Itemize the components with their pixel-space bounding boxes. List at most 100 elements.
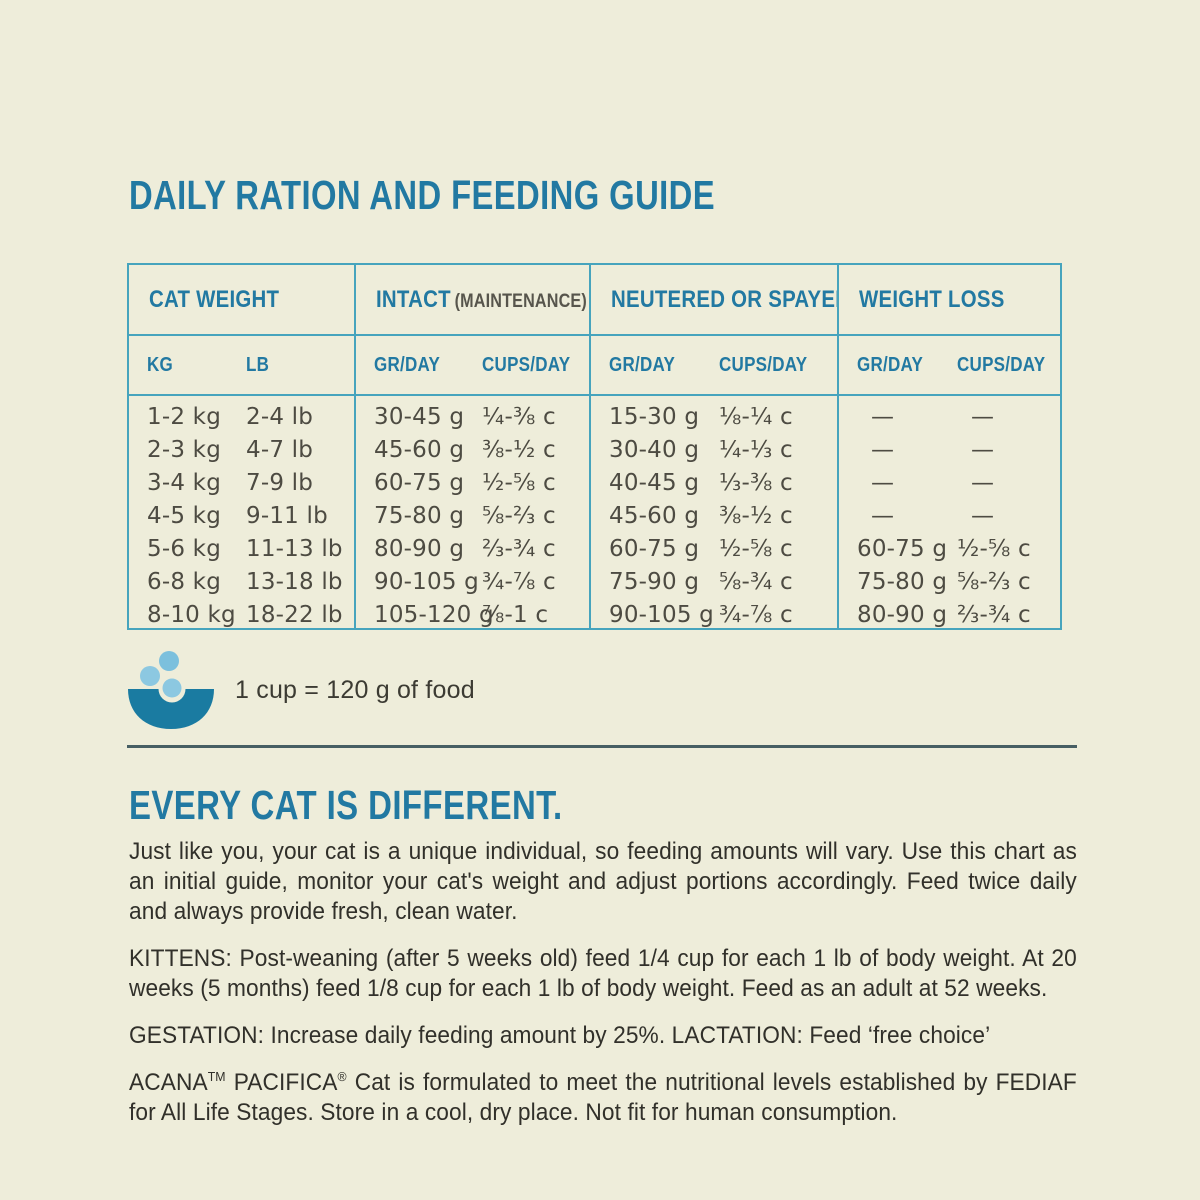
table-cell: ⅔-¾ c [482,536,556,562]
table-row: 3-4 kg 7-9 lb [129,467,354,500]
column-header-gr-day: GR/DAY [374,353,441,376]
feeding-table: CAT WEIGHT INTACT (MAINTENANCE) NEUTERED… [127,263,1062,630]
table-cell: ⅛-¼ c [719,404,793,430]
paragraph-kittens: KITTENS: Post-weaning (after 5 weeks old… [129,945,1077,1002]
table-cell: 15-30 g [609,404,700,430]
table-cell: 90-105 g [609,602,714,628]
table-cell: 40-45 g [609,470,700,496]
table-cell: ⅝-⅔ c [482,503,556,529]
table-cell: ¼-⅓ c [719,437,793,463]
table-cell: ⅓-⅜ c [719,470,793,496]
table-cell: 75-80 g [857,569,948,595]
table-cell: ⅔-¾ c [957,602,1031,628]
column-header-cups-day: CUPS/DAY [957,353,1046,376]
paragraph-gestation-lactation: GESTATION: Increase daily feeding amount… [129,1022,991,1049]
brand-acana: ACANA [129,1069,208,1096]
table-cell: 4-7 lb [246,437,314,463]
formulation-text: Cat is formulated to meet the nutritiona… [129,1069,1077,1126]
table-row: 45-60 g ⅜-½ c [356,434,589,467]
table-cell: — [871,470,895,496]
table-cell: — [871,404,895,430]
table-cell: 45-60 g [374,437,465,463]
column-header-cups-day: CUPS/DAY [482,353,571,376]
table-cell: 2-4 lb [246,404,314,430]
section-heading-text: EVERY CAT IS DIFFERENT. [129,782,563,828]
table-row: 45-60 g ⅜-½ c [591,500,837,533]
table-cell: ⅝-⅔ c [957,569,1031,595]
copy-block: EVERY CAT IS DIFFERENT. Just like you, y… [129,783,1077,1145]
table-cell: 9-11 lb [246,503,328,529]
table-cell: 30-45 g [374,404,465,430]
table-group-header-cat-weight: CAT WEIGHT [129,265,354,336]
table-cell: 2-3 kg [147,437,221,463]
page-title-text: DAILY RATION AND FEEDING GUIDE [129,172,716,218]
table-cell: 13-18 lb [246,569,343,595]
column-header-cups-day: CUPS/DAY [719,353,808,376]
table-row: 6-8 kg 13-18 lb [129,566,354,599]
group-label-weight-loss: WEIGHT LOSS [859,285,1005,313]
section-heading: EVERY CAT IS DIFFERENT. [129,783,1077,827]
table-cell: ½-⅝ c [482,470,556,496]
table-subheader-cat-weight: KG LB [129,336,354,396]
registered-symbol: ® [337,1069,347,1084]
table-cell: 90-105 g [374,569,479,595]
table-row: 1-2 kg 2-4 lb [129,401,354,434]
table-cell: 8-10 kg [147,602,236,628]
table-cell: 5-6 kg [147,536,221,562]
column-header-gr-day: GR/DAY [857,353,924,376]
group-sublabel-maintenance: (MAINTENANCE) [454,290,587,312]
table-cell: ¾-⅞ c [482,569,556,595]
table-cell: — [971,437,995,463]
table-cell: 75-90 g [609,569,700,595]
column-header-gr-day: GR/DAY [609,353,676,376]
trademark-symbol: TM [207,1069,226,1084]
table-row: — — [839,500,1060,533]
table-cell: 60-75 g [374,470,465,496]
section-divider [127,745,1077,748]
table-cell: 45-60 g [609,503,700,529]
table-row: 15-30 g ⅛-¼ c [591,401,837,434]
table-cell: 7-9 lb [246,470,314,496]
table-cell: ⅜-½ c [719,503,793,529]
paragraph-intro: Just like you, your cat is a unique indi… [129,838,1077,925]
table-cell: ¼-⅜ c [482,404,556,430]
table-row: — — [839,434,1060,467]
group-label-cat-weight: CAT WEIGHT [149,285,280,313]
table-row: 30-40 g ¼-⅓ c [591,434,837,467]
table-row: 5-6 kg 11-13 lb [129,533,354,566]
food-bowl-icon [128,651,214,729]
page-title: DAILY RATION AND FEEDING GUIDE [129,172,862,219]
table-row: 60-75 g ½-⅝ c [839,533,1060,566]
table-row: 60-75 g ½-⅝ c [591,533,837,566]
table-cell: ¾-⅞ c [719,602,793,628]
table-cell: ⅝-¾ c [719,569,793,595]
table-row: 4-5 kg 9-11 lb [129,500,354,533]
column-header-lb: LB [246,353,270,376]
table-cell: 75-80 g [374,503,465,529]
table-row: 80-90 g ⅔-¾ c [356,533,589,566]
table-row: 2-3 kg 4-7 lb [129,434,354,467]
table-subheader-intact: GR/DAY CUPS/DAY [354,336,589,396]
table-row: 8-10 kg 18-22 lb [129,599,354,628]
table-data-cat-weight: 1-2 kg 2-4 lb 2-3 kg 4-7 lb 3-4 kg 7-9 lb 4-5 … [129,396,354,628]
table-cell: — [971,470,995,496]
table-row: 60-75 g ½-⅝ c [356,467,589,500]
table-cell: — [871,503,895,529]
table-cell: 3-4 kg [147,470,221,496]
table-row: — — [839,401,1060,434]
group-label-intact: INTACT [376,285,451,313]
table-row: 90-105 g ¾-⅞ c [356,566,589,599]
table-cell: ⅞-1 c [482,602,549,628]
brand-pacifica: PACIFICA [225,1069,338,1096]
table-cell: 6-8 kg [147,569,221,595]
table-row: 75-80 g ⅝-⅔ c [839,566,1060,599]
table-cell: 11-13 lb [246,536,343,562]
table-cell: — [871,437,895,463]
group-label-neutered: NEUTERED OR SPAYED [611,285,837,313]
table-cell: 80-90 g [857,602,948,628]
table-row: 75-80 g ⅝-⅔ c [356,500,589,533]
table-row: 30-45 g ¼-⅜ c [356,401,589,434]
table-subheader-weight-loss: GR/DAY CUPS/DAY [837,336,1060,396]
table-cell: — [971,404,995,430]
table-row: 40-45 g ⅓-⅜ c [591,467,837,500]
